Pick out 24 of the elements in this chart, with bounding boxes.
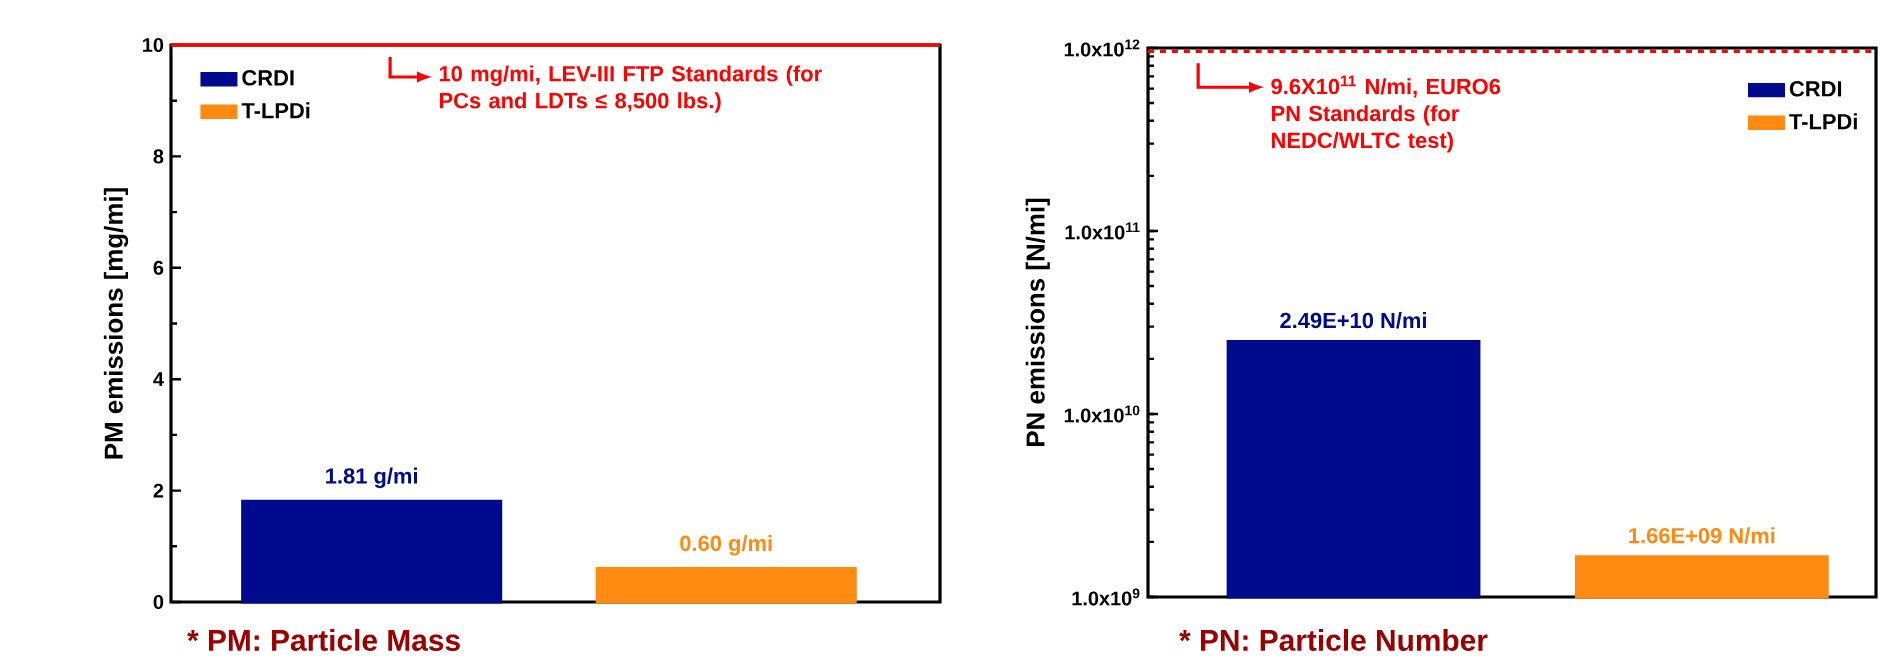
y-tick-label: 8 (153, 149, 164, 164)
legend-label: CRDI (1789, 81, 1842, 97)
y-tick-label: 0 (153, 594, 164, 610)
y-axis-title: PM emissions [mg/mi] (103, 188, 129, 459)
legend-label: CRDI (242, 70, 294, 86)
annotation: 1.66E+09 N/mi (1629, 527, 1775, 544)
legend-label: T-LPDi (241, 102, 310, 119)
text: * PM: Particle Mass (187, 629, 460, 651)
y-tick-label: 1.0x10$^{10}$ (1064, 405, 1140, 423)
annotation: 2.49E+10 N/mi (1280, 312, 1426, 329)
legend-label: 9.6X10$^{11}$ N/mi, EURO6 PN Standards (for NEDC/WLTC test) (1271, 75, 1501, 153)
y-tick-label: 2 (153, 483, 164, 498)
y-axis-title: PN emissions [N/mi] (1025, 198, 1050, 446)
y-tick-label: 1.0x10$^{11}$ (1065, 222, 1140, 240)
data-label: 0.60 g/mi (680, 535, 772, 556)
legend-label: T-LPDi (1789, 113, 1857, 130)
y-tick-label: 1.0x10$^{12}$ (1064, 39, 1140, 57)
y-tick-label: 10 (143, 37, 164, 53)
y-tick-label: 1.0x10$^{9}$ (1072, 588, 1140, 606)
y-tick-label: 4 (153, 372, 164, 387)
data-label: 1.81 g/mi (326, 467, 417, 489)
y-tick-label: 6 (153, 260, 164, 275)
legend-label: 10 mg/mi, LEV-III FTP Standards (for PCs and LDTs ≤ 8,500 lbs.) (439, 65, 822, 113)
text: * PN: Particle Number (1179, 629, 1488, 651)
